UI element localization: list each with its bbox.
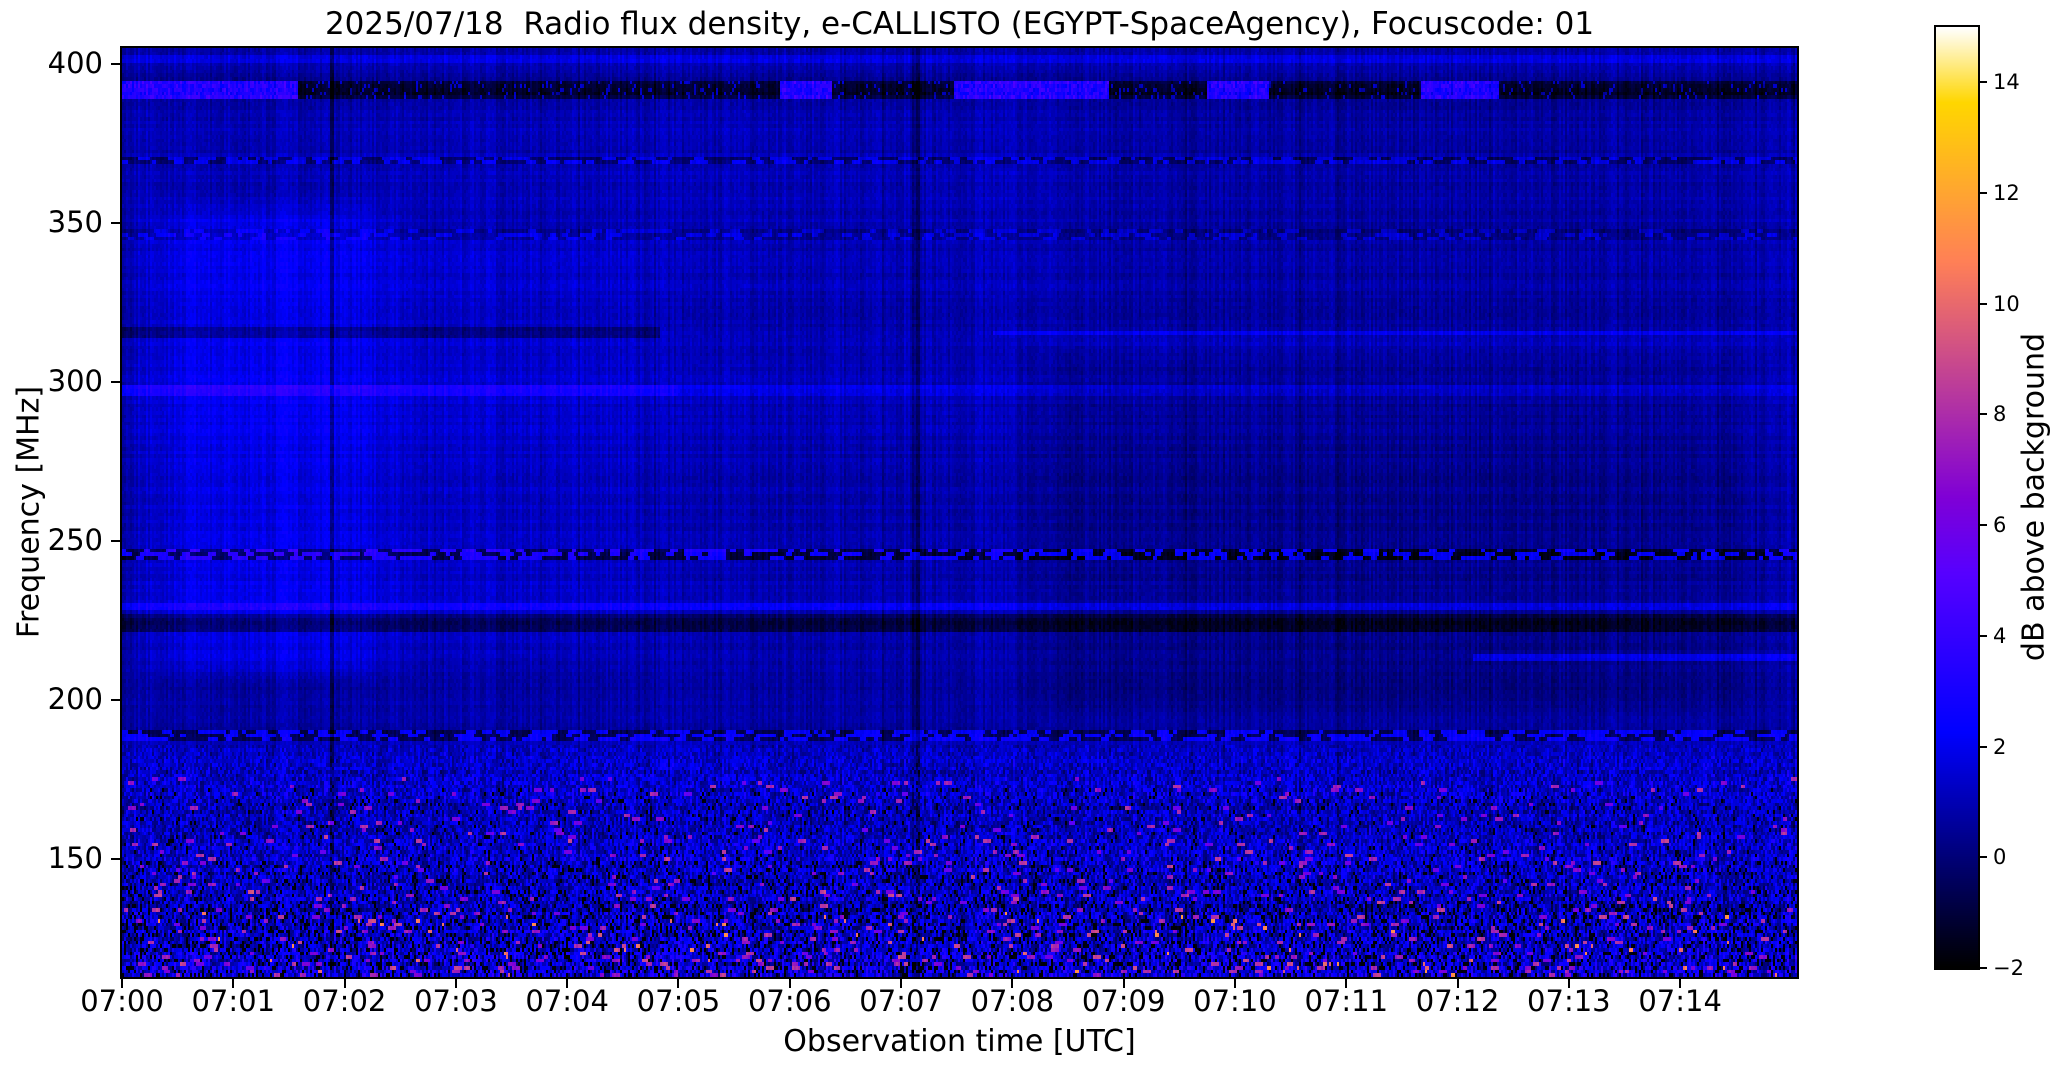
colorbar-tick-label: 8: [1993, 402, 2007, 427]
x-tick-label: 07:08: [970, 984, 1055, 1018]
colorbar-tick-mark: [1980, 413, 1987, 416]
colorbar-tick-label: 10: [1993, 291, 2020, 316]
x-tick-label: 07:07: [859, 984, 943, 1018]
colorbar-canvas: [1936, 27, 1978, 968]
x-tick-label: 07:10: [1193, 984, 1277, 1018]
x-tick-label: 07:06: [747, 984, 832, 1018]
colorbar-tick-mark: [1980, 634, 1987, 637]
colorbar-tick-label: 12: [1993, 181, 2020, 206]
colorbar-tick-mark: [1980, 192, 1987, 195]
colorbar-tick-mark: [1980, 302, 1987, 305]
x-tick-mark: [454, 979, 457, 988]
x-tick-mark: [677, 979, 680, 988]
x-tick-mark: [900, 979, 903, 988]
colorbar-tick-label: 0: [1993, 845, 2007, 870]
colorbar-tick-label: 4: [1993, 623, 2007, 648]
colorbar-tick-mark: [1980, 524, 1987, 527]
x-tick-label: 07:05: [636, 984, 721, 1018]
colorbar-tick-label: −2: [1993, 956, 2024, 980]
x-tick-label: 07:11: [1304, 984, 1389, 1018]
x-axis-label: Observation time [UTC]: [783, 1024, 1136, 1059]
x-tick-label: 07:03: [414, 984, 498, 1018]
colorbar-tick-mark: [1980, 745, 1987, 748]
chart-title: 2025/07/18 Radio flux density, e-CALLIST…: [324, 6, 1595, 42]
spectrogram-canvas: [122, 48, 1797, 977]
colorbar-tick-label: 14: [1993, 70, 2020, 95]
x-tick-mark: [1456, 979, 1459, 988]
y-tick-label: 150: [47, 841, 103, 876]
y-tick-mark: [111, 221, 120, 224]
y-tick-mark: [111, 381, 120, 384]
y-tick-label: 300: [47, 364, 103, 399]
x-tick-mark: [343, 979, 346, 988]
x-tick-mark: [1567, 979, 1570, 988]
colorbar-tick-mark: [1980, 856, 1987, 859]
y-tick-mark: [111, 540, 120, 543]
colorbar-tick-label: 6: [1993, 513, 2007, 538]
colorbar-tick-label: 2: [1993, 734, 2007, 759]
y-tick-mark: [111, 858, 120, 861]
x-tick-mark: [1011, 979, 1014, 988]
y-tick-mark: [111, 62, 120, 65]
x-tick-label: 07:12: [1415, 984, 1500, 1018]
x-tick-label: 07:09: [1081, 984, 1166, 1018]
x-tick-label: 07:02: [302, 984, 387, 1018]
x-tick-mark: [232, 979, 235, 988]
x-tick-mark: [1345, 979, 1348, 988]
y-tick-label: 350: [47, 204, 103, 239]
x-tick-mark: [1679, 979, 1682, 988]
colorbar-tick-mark: [1980, 81, 1987, 84]
y-tick-mark: [111, 699, 120, 702]
x-tick-mark: [566, 979, 569, 988]
y-tick-label: 200: [47, 682, 103, 717]
colorbar: [1934, 25, 1980, 970]
colorbar-tick-mark: [1980, 967, 1987, 969]
y-tick-label: 400: [47, 45, 103, 80]
x-tick-label: 07:14: [1638, 984, 1722, 1018]
x-tick-mark: [788, 979, 791, 988]
x-tick-label: 07:00: [80, 984, 164, 1018]
x-tick-label: 07:04: [525, 984, 609, 1018]
x-tick-mark: [121, 979, 123, 988]
y-tick-label: 250: [47, 523, 103, 558]
y-axis-label: Frequency [MHz]: [11, 385, 47, 639]
x-tick-label: 07:13: [1527, 984, 1611, 1018]
colorbar-label: dB above background: [2016, 332, 2052, 662]
x-tick-label: 07:01: [191, 984, 276, 1018]
spectrogram-plot: [120, 46, 1799, 979]
x-tick-mark: [1233, 979, 1236, 988]
x-tick-mark: [1122, 979, 1125, 988]
